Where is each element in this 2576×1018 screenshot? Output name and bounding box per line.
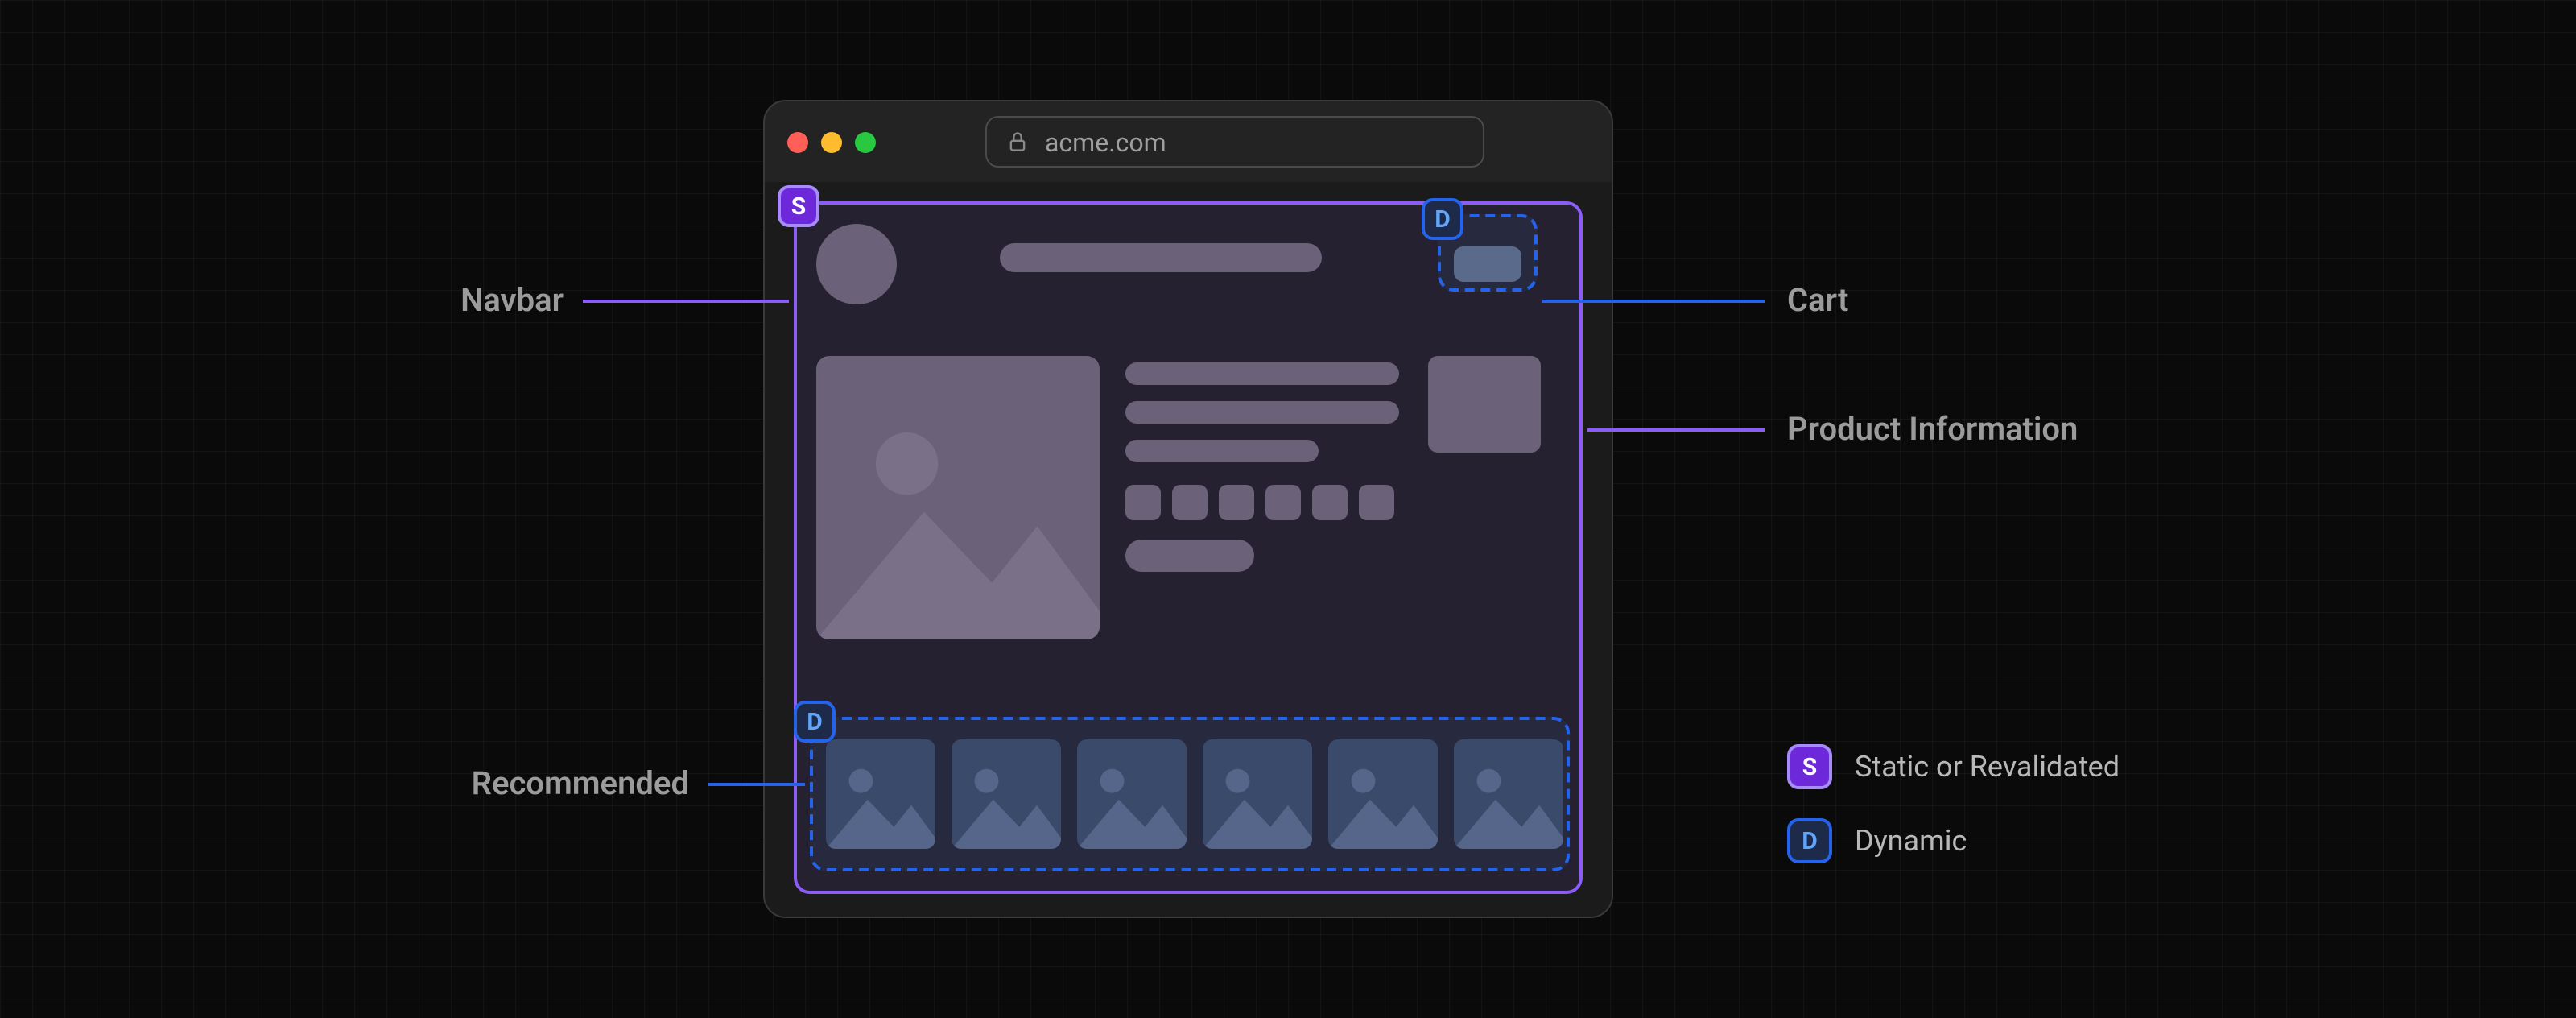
callout-navbar: Navbar — [460, 280, 564, 319]
address-text: acme.com — [1045, 126, 1166, 157]
legend-item: S Static or Revalidated — [1787, 744, 2120, 789]
placeholder-product-image-icon — [816, 356, 1100, 639]
callout-product: Product Information — [1787, 409, 2078, 448]
placeholder-logo — [816, 224, 897, 304]
placeholder-swatch — [1125, 485, 1161, 520]
recommended-thumb-icon — [952, 739, 1061, 849]
traffic-light-max-icon — [855, 131, 876, 152]
placeholder-swatch — [1312, 485, 1348, 520]
browser-viewport: S D D — [765, 182, 1612, 917]
placeholder-cta — [1125, 540, 1254, 572]
browser-chrome: acme.com — [765, 101, 1612, 182]
traffic-light-min-icon — [821, 131, 842, 152]
legend-item: D Dynamic — [1787, 818, 2120, 863]
connector-line — [1542, 300, 1765, 303]
placeholder-text-line — [1125, 362, 1399, 385]
recommended-thumbs — [826, 739, 1563, 849]
traffic-light-close-icon — [787, 131, 808, 152]
placeholder-thumb — [1428, 356, 1541, 453]
lock-icon — [1006, 130, 1029, 153]
callout-recommended: Recommended — [472, 764, 689, 802]
placeholder-cart-button — [1454, 246, 1521, 282]
legend: S Static or Revalidated D Dynamic — [1787, 744, 2120, 863]
recommended-thumb-icon — [1328, 739, 1438, 849]
connector-line — [1587, 428, 1765, 432]
callout-cart: Cart — [1787, 280, 1848, 319]
connector-line — [708, 783, 805, 786]
placeholder-swatch — [1359, 485, 1394, 520]
recommended-thumb-icon — [826, 739, 935, 849]
placeholder-swatch — [1219, 485, 1254, 520]
diagram-canvas: acme.com S D D — [0, 0, 2576, 1018]
placeholder-nav-title — [1000, 243, 1322, 272]
connector-line — [583, 300, 789, 303]
legend-label: Dynamic — [1855, 824, 1967, 858]
recommended-thumb-icon — [1077, 739, 1187, 849]
legend-badge-icon: S — [1787, 744, 1832, 789]
browser-window: acme.com S D D — [763, 100, 1613, 918]
badge-static-icon: S — [778, 185, 819, 227]
placeholder-text-line — [1125, 401, 1399, 424]
address-bar[interactable]: acme.com — [985, 116, 1484, 168]
badge-dynamic-icon: D — [1422, 198, 1463, 240]
placeholder-swatch — [1172, 485, 1208, 520]
traffic-lights — [787, 131, 876, 152]
placeholder-swatch — [1265, 485, 1301, 520]
recommended-thumb-icon — [1454, 739, 1563, 849]
badge-dynamic-icon: D — [794, 701, 836, 743]
legend-badge-icon: D — [1787, 818, 1832, 863]
legend-label: Static or Revalidated — [1855, 750, 2120, 784]
recommended-thumb-icon — [1203, 739, 1312, 849]
placeholder-text-line — [1125, 440, 1319, 462]
